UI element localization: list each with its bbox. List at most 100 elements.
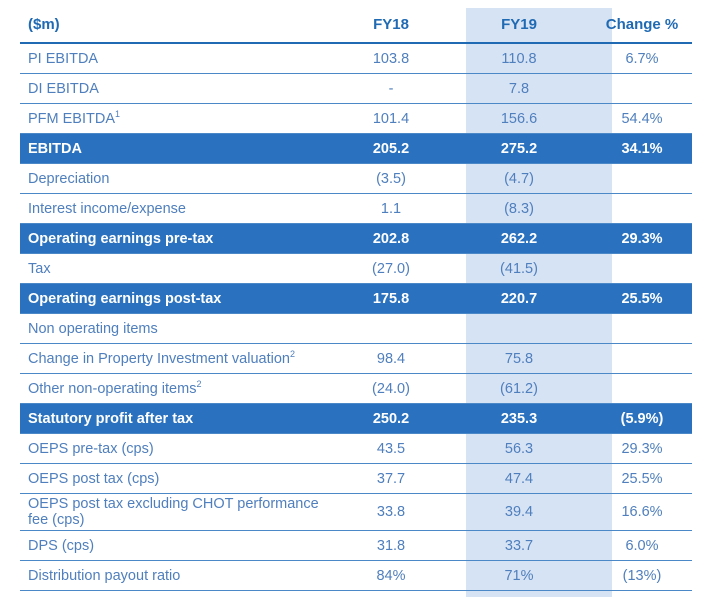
row-fy19-text: 220.7 — [500, 290, 538, 307]
row-change: 29.3% — [592, 223, 692, 254]
table-row: Depreciation (3.5) (4.7) — [20, 163, 692, 194]
row-fy18 — [336, 313, 446, 344]
row-label: PFM EBITDA1 — [20, 103, 336, 134]
row-label: OEPS post tax excluding CHOT performance… — [20, 493, 336, 531]
table-row: Operating earnings post-tax 175.8 220.7 25.… — [20, 283, 692, 314]
row-change-text: 16.6% — [621, 504, 663, 520]
table-row: Tax (27.0) (41.5) — [20, 253, 692, 284]
row-fy18: - — [336, 73, 446, 104]
row-label: PI EBITDA — [20, 43, 336, 74]
row-fy19: (61.2) — [446, 373, 592, 404]
row-label: Operating earnings pre-tax — [20, 223, 336, 254]
row-change: 25.5% — [592, 463, 692, 494]
row-fy19-text: 75.8 — [504, 350, 534, 367]
row-label: Other non-operating items2 — [20, 373, 336, 404]
row-fy19-text: 110.8 — [501, 50, 537, 67]
row-fy19-text: 56.3 — [504, 440, 534, 457]
row-fy18-text: 175.8 — [372, 290, 410, 307]
row-change-text: 6.7% — [625, 50, 659, 67]
row-label-text: Depreciation — [28, 170, 110, 187]
row-fy19-text: 39.4 — [504, 504, 534, 520]
row-fy18-text: 1.1 — [380, 200, 402, 217]
row-label-text: Change in Property Investment valuation — [28, 350, 290, 367]
row-fy19: 262.2 — [446, 223, 592, 254]
header-label: ($m) — [20, 8, 336, 44]
row-fy19-text: 156.6 — [500, 110, 538, 127]
row-fy19: 220.7 — [446, 283, 592, 314]
row-change-text: 29.3% — [621, 440, 663, 457]
row-fy19-text: 33.7 — [504, 537, 534, 554]
row-fy18: (27.0) — [336, 253, 446, 284]
row-fy19: 275.2 — [446, 133, 592, 164]
row-fy19-text: 262.2 — [500, 230, 538, 247]
row-fy18: 101.4 — [336, 103, 446, 134]
row-fy18: 37.7 — [336, 463, 446, 494]
table-row: Operating earnings pre-tax 202.8 262.2 29.3… — [20, 223, 692, 254]
table-row: EBITDA 205.2 275.2 34.1% — [20, 133, 692, 164]
row-fy18-text: (24.0) — [372, 380, 410, 397]
row-change: (13%) — [592, 560, 692, 591]
row-fy18-text: 202.8 — [372, 230, 410, 247]
row-change-text: (5.9%) — [620, 410, 664, 427]
financial-table-container: ($m) FY18 FY19 Change % PI EBITDA 103.8 11… — [20, 8, 692, 597]
row-fy18: 31.8 — [336, 530, 446, 561]
table-row: OEPS pre-tax (cps) 43.5 56.3 29.3% — [20, 433, 692, 464]
row-fy18: 202.8 — [336, 223, 446, 254]
row-fy18: 103.8 — [336, 43, 446, 74]
row-change: 29.3% — [592, 433, 692, 464]
row-fy18: 33.8 — [336, 493, 446, 531]
row-fy19-text: 71% — [504, 567, 534, 584]
row-change — [592, 163, 692, 194]
footnote-marker: 1 — [115, 108, 121, 119]
table-row: PI EBITDA 103.8 110.8 6.7% — [20, 43, 692, 74]
row-fy19: 33.7 — [446, 530, 592, 561]
row-label: Interest income/expense — [20, 193, 336, 224]
row-change — [592, 253, 692, 284]
row-fy19-text: 235.3 — [500, 410, 538, 427]
row-fy18-text: 250.2 — [372, 410, 410, 427]
row-fy18-text: 205.2 — [372, 140, 410, 157]
row-change — [592, 343, 692, 374]
row-fy18-text: 43.5 — [376, 440, 406, 457]
row-fy18: 43.5 — [336, 433, 446, 464]
row-fy18-text: 103.8 — [372, 50, 410, 67]
row-fy18-text: (3.5) — [376, 170, 406, 187]
row-change — [592, 313, 692, 344]
row-fy19: (41.5) — [446, 253, 592, 284]
row-fy18: (24.0) — [336, 373, 446, 404]
row-fy19: 39.4 — [446, 493, 592, 531]
row-label: Depreciation — [20, 163, 336, 194]
row-change — [592, 73, 692, 104]
row-fy19-text: (4.7) — [504, 170, 534, 187]
row-change: 16.6% — [592, 493, 692, 531]
row-fy19 — [446, 313, 592, 344]
row-fy18: 205.2 — [336, 133, 446, 164]
row-fy19: (8.3) — [446, 193, 592, 224]
row-fy18: 84% — [336, 560, 446, 591]
header-change: Change % — [592, 8, 692, 44]
row-fy19-text: 275.2 — [500, 140, 538, 157]
row-label: DI EBITDA — [20, 73, 336, 104]
row-label-text: PI EBITDA — [28, 50, 99, 67]
header-fy18: FY18 — [336, 8, 446, 44]
row-fy19-text: 7.8 — [508, 80, 530, 97]
row-change: (5.9%) — [592, 403, 692, 434]
row-fy19: 71% — [446, 560, 592, 591]
row-label-text: Tax — [28, 260, 51, 277]
table-row: Non operating items — [20, 313, 692, 344]
row-fy18: 1.1 — [336, 193, 446, 224]
row-label: Statutory profit after tax — [20, 403, 336, 434]
row-fy18: 175.8 — [336, 283, 446, 314]
row-fy19: 110.8 — [446, 43, 592, 74]
table-row: Statutory profit after tax 250.2 235.3 (5.9… — [20, 403, 692, 434]
row-fy18-text: 101.4 — [372, 110, 410, 127]
row-label-text: Non operating items — [28, 320, 158, 337]
row-label-text: PFM EBITDA — [28, 110, 116, 127]
row-fy18-text: (27.0) — [372, 260, 410, 277]
row-change: 6.7% — [592, 43, 692, 74]
table-row: OEPS post tax (cps) 37.7 47.4 25.5% — [20, 463, 692, 494]
row-fy18: 250.2 — [336, 403, 446, 434]
row-fy18-text: - — [388, 80, 394, 97]
row-label: OEPS pre-tax (cps) — [20, 433, 336, 464]
row-label-text: DI EBITDA — [28, 80, 99, 97]
